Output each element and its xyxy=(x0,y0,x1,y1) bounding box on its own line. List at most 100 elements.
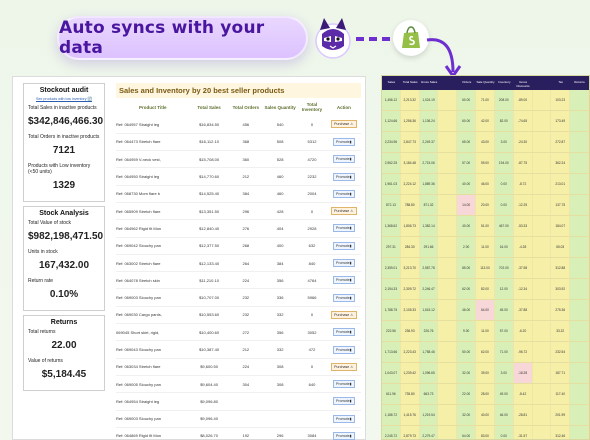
sheet-cell[interactable]: 40.00 xyxy=(457,174,477,194)
sheet-cell[interactable]: 43.00 xyxy=(476,132,495,152)
sheet-cell[interactable] xyxy=(532,300,552,320)
sheet-cell[interactable]: 62.00 xyxy=(476,342,495,362)
sheet-cell[interactable]: 871.32 xyxy=(419,195,439,215)
sheet-cell[interactable]: 173.49 xyxy=(551,111,571,131)
sheet-cell[interactable] xyxy=(532,342,552,362)
sheet-cell[interactable]: 60.00 xyxy=(457,90,477,110)
sheet-cell[interactable] xyxy=(438,237,458,257)
sheet-cell[interactable]: 113.00 xyxy=(476,258,495,278)
sheet-cell[interactable]: 64.00 xyxy=(476,300,495,320)
sheet-cell[interactable] xyxy=(532,237,552,257)
sheet-cell[interactable]: 14.00 xyxy=(457,195,477,215)
sheet-cell[interactable] xyxy=(570,153,589,173)
column-header[interactable]: Total Sales xyxy=(197,104,221,110)
sheet-cell[interactable]: -74.65 xyxy=(513,111,533,131)
sheet-cell[interactable]: 1,889.36 xyxy=(419,174,439,194)
sheet-cell[interactable] xyxy=(438,258,458,278)
sheet-cell[interactable]: 1,219.54 xyxy=(419,405,439,425)
promote-button[interactable]: Promote▮ xyxy=(333,414,355,423)
sheet-cell[interactable] xyxy=(532,216,552,236)
sheet-cell[interactable]: -12.25 xyxy=(513,195,533,215)
purchase-button[interactable]: Purchase ⚠ xyxy=(331,362,357,371)
sheet-cell[interactable]: 45.00 xyxy=(494,300,514,320)
sheet-cell[interactable]: 46.00 xyxy=(476,174,495,194)
sheet-cell[interactable]: 187.71 xyxy=(551,363,571,383)
sheet-cell[interactable]: 467.00 xyxy=(494,216,514,236)
sheet-cell[interactable]: 32.00 xyxy=(457,363,477,383)
sheet-cell[interactable]: -96.72 xyxy=(513,342,533,362)
sheet-cell[interactable]: -31.57 xyxy=(513,426,533,439)
sheet-cell[interactable]: 1,043.07 xyxy=(382,363,401,383)
column-header[interactable]: Total Inventory xyxy=(301,102,323,112)
sheet-cell[interactable] xyxy=(570,195,589,215)
sheet-cell[interactable] xyxy=(532,321,552,341)
sheet-cell[interactable] xyxy=(570,174,589,194)
sheet-cell[interactable]: 2,359.01 xyxy=(382,258,401,278)
sheet-cell[interactable] xyxy=(532,174,552,194)
sheet-cell[interactable]: 3.00 xyxy=(494,132,514,152)
sheet-cell[interactable]: 28.00 xyxy=(476,384,495,404)
sheet-cell[interactable]: 1,368.62 xyxy=(382,216,401,236)
column-header[interactable]: Sales Quantity xyxy=(264,104,296,110)
sheet-cell[interactable]: -37.88 xyxy=(513,300,533,320)
sheet-cell[interactable] xyxy=(570,405,589,425)
column-header[interactable]: Action xyxy=(336,104,351,110)
promote-button[interactable]: Promote▮ xyxy=(333,380,355,389)
sheet-cell[interactable] xyxy=(438,384,458,404)
sheet-cell[interactable] xyxy=(570,258,589,278)
sheet-cell[interactable]: 184.07 xyxy=(551,216,571,236)
sheet-cell[interactable]: -12.34 xyxy=(513,279,533,299)
sheet-column-header[interactable]: Gross Sales xyxy=(420,80,438,84)
promote-button[interactable]: Promote▮ xyxy=(333,431,355,440)
sheet-cell[interactable]: -6.20 xyxy=(513,321,533,341)
column-header[interactable]: Total Orders xyxy=(232,104,260,110)
sheet-cell[interactable]: 9.00 xyxy=(457,321,477,341)
sheet-cell[interactable]: 62.00 xyxy=(457,279,477,299)
sheet-cell[interactable] xyxy=(570,132,589,152)
sheet-cell[interactable]: 0.00 xyxy=(494,426,514,439)
sheet-cell[interactable] xyxy=(532,132,552,152)
sheet-column-header[interactable]: Orders xyxy=(462,80,472,84)
sheet-column-header[interactable]: Gross Discounts xyxy=(516,80,530,88)
sheet-cell[interactable] xyxy=(532,90,552,110)
sheet-cell[interactable]: 33.22 xyxy=(551,321,571,341)
sheet-cell[interactable]: 312.88 xyxy=(551,258,571,278)
sheet-cell[interactable]: 12.00 xyxy=(494,279,514,299)
promote-button[interactable]: Promote▮ xyxy=(333,137,355,146)
sheet-cell[interactable]: 2,879.73 xyxy=(400,426,420,439)
sheet-cell[interactable]: -4.28 xyxy=(513,237,533,257)
sheet-cell[interactable]: 1,024.19 xyxy=(419,90,439,110)
sheet-cell[interactable] xyxy=(570,111,589,131)
purchase-button[interactable]: Purchase ⚠ xyxy=(331,120,357,129)
sheet-cell[interactable]: 71.00 xyxy=(476,90,495,110)
sheet-cell[interactable]: 1,713.66 xyxy=(382,342,401,362)
sheet-cell[interactable]: 297.31 xyxy=(382,237,401,257)
promote-button[interactable]: Promote▮ xyxy=(333,259,355,268)
sheet-cell[interactable]: 872.13 xyxy=(382,195,401,215)
sheet-cell[interactable]: 222.56 xyxy=(382,321,401,341)
sheet-column-header[interactable] xyxy=(438,76,457,90)
sheet-cell[interactable] xyxy=(532,279,552,299)
sheet-cell[interactable] xyxy=(570,237,589,257)
sheet-cell[interactable]: 1,136.24 xyxy=(419,111,439,131)
sheet-cell[interactable] xyxy=(438,132,458,152)
sheet-cell[interactable]: 663.73 xyxy=(419,384,439,404)
sheet-cell[interactable] xyxy=(438,216,458,236)
low-inventory-link[interactable]: See products with low inventory 🔄 xyxy=(35,97,92,101)
sheet-cell[interactable]: 2,246.47 xyxy=(419,279,439,299)
sheet-cell[interactable]: 3,213.70 xyxy=(400,258,420,278)
column-header[interactable]: Product Title xyxy=(139,104,167,110)
sheet-cell[interactable]: 208.00 xyxy=(494,90,514,110)
sheet-cell[interactable]: 284.30 xyxy=(400,237,420,257)
promote-button[interactable]: Promote▮ xyxy=(333,241,355,250)
sheet-cell[interactable]: 2,234.96 xyxy=(382,132,401,152)
sheet-cell[interactable]: 1,961.03 xyxy=(382,174,401,194)
sheet-cell[interactable]: 1,256.36 xyxy=(400,111,420,131)
sheet-cell[interactable]: 1,382.14 xyxy=(419,216,439,236)
sheet-cell[interactable] xyxy=(570,90,589,110)
sheet-cell[interactable]: 2,245.72 xyxy=(382,426,401,439)
purchase-button[interactable]: Purchase ⚠ xyxy=(331,207,357,216)
sheet-cell[interactable]: 2,715.06 xyxy=(419,153,439,173)
sheet-cell[interactable]: -8.42 xyxy=(513,384,533,404)
sheet-cell[interactable]: -18.28 xyxy=(513,363,533,383)
